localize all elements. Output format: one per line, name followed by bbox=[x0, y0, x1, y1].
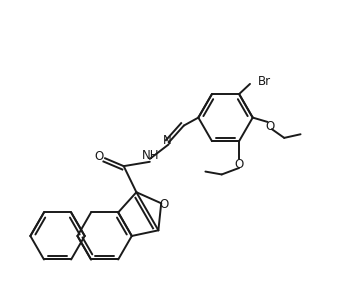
Text: Br: Br bbox=[258, 75, 271, 88]
Text: NH: NH bbox=[142, 150, 159, 162]
Text: O: O bbox=[265, 120, 274, 133]
Text: O: O bbox=[235, 158, 244, 171]
Text: O: O bbox=[160, 198, 169, 210]
Text: N: N bbox=[162, 134, 171, 147]
Text: O: O bbox=[95, 150, 104, 163]
